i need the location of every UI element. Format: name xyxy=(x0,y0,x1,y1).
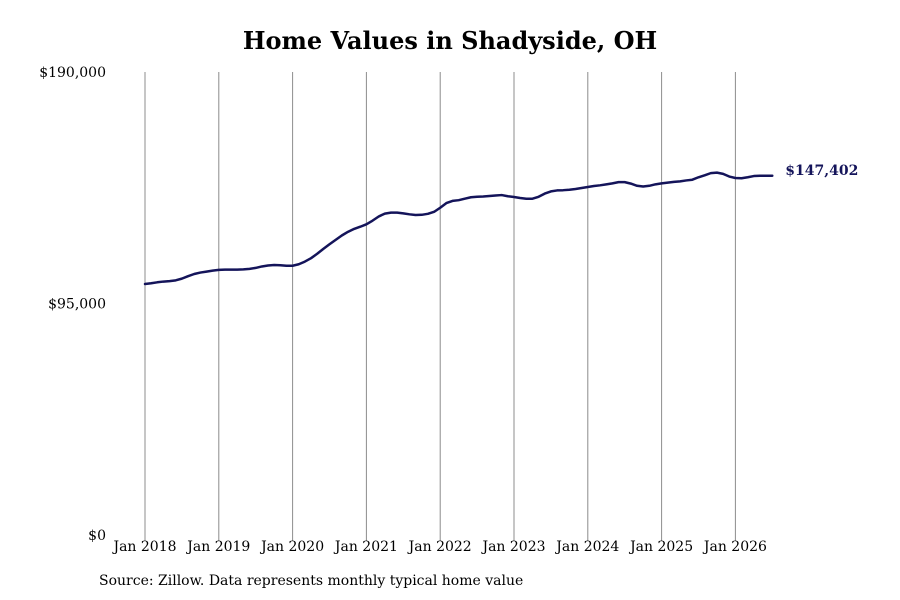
x-tick-label: Jan 2023 xyxy=(480,539,545,555)
y-tick-label: $95,000 xyxy=(48,297,106,313)
x-tick-label: Jan 2020 xyxy=(259,539,324,555)
y-axis-ticks: $0 $95,000 $190,000 xyxy=(39,65,106,544)
x-axis-ticks: Jan 2018 Jan 2019 Jan 2020 Jan 2021 Jan 2022… xyxy=(111,539,767,555)
source-note: Source: Zillow. Data represents monthly … xyxy=(99,573,524,589)
y-tick-label: $190,000 xyxy=(39,65,106,81)
x-tick-label: Jan 2019 xyxy=(185,539,250,555)
y-tick-label: $0 xyxy=(88,528,106,544)
x-tick-label: Jan 2024 xyxy=(554,539,619,555)
x-tick-label: Jan 2018 xyxy=(111,539,176,555)
x-tick-label: Jan 2025 xyxy=(628,539,693,555)
x-tick-label: Jan 2026 xyxy=(702,539,767,555)
chart-title: Home Values in Shadyside, OH xyxy=(242,26,658,55)
end-value-label: $147,402 xyxy=(785,163,858,179)
gridlines xyxy=(144,72,736,541)
x-tick-label: Jan 2022 xyxy=(407,539,472,555)
series-line xyxy=(143,171,774,286)
x-tick-label: Jan 2021 xyxy=(333,539,398,555)
